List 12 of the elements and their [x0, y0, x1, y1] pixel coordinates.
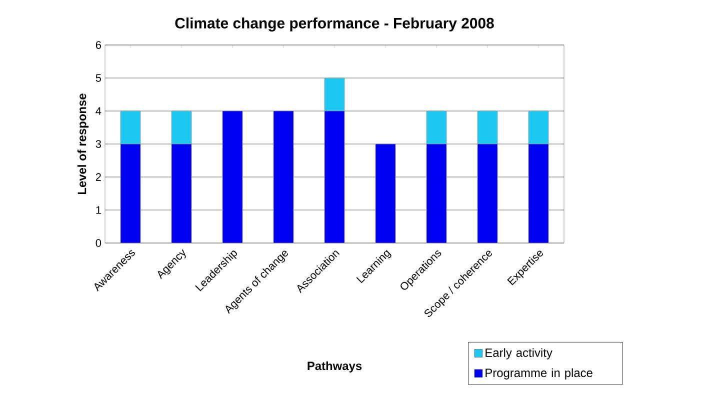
y-axis-title: Level of response [77, 94, 89, 194]
y-tick-label: 6 [96, 41, 101, 49]
y-tick-label: 2 [96, 173, 101, 181]
legend-label: Early activity [486, 348, 552, 360]
chart-title: Climate change performance - February 2008 [175, 18, 494, 32]
y-tick-label: 1 [96, 206, 101, 214]
legend-label: Programme in place [486, 368, 592, 380]
x-axis-title: Pathways [308, 361, 362, 373]
y-tick-label: 5 [96, 74, 102, 82]
y-tick-label: 4 [96, 107, 102, 115]
y-tick-label: 0 [96, 239, 102, 247]
y-tick-label: 3 [96, 140, 101, 148]
